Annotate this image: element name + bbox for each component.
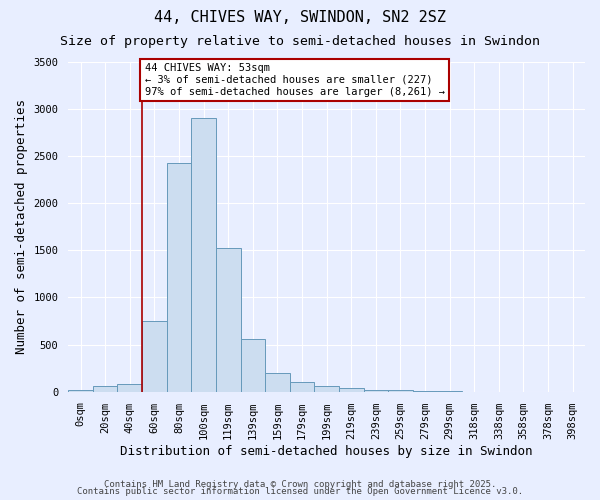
Text: Contains public sector information licensed under the Open Government Licence v3: Contains public sector information licen… (77, 487, 523, 496)
Bar (290, 382, 314, 392)
Bar (216, 248, 241, 392)
Text: 44 CHIVES WAY: 53sqm
← 3% of semi-detached houses are smaller (227)
97% of semi-: 44 CHIVES WAY: 53sqm ← 3% of semi-detach… (145, 64, 445, 96)
Bar (118, 384, 142, 392)
Bar (191, 118, 216, 392)
Bar (93, 386, 118, 392)
Bar (142, 321, 167, 392)
Text: 44, CHIVES WAY, SWINDON, SN2 2SZ: 44, CHIVES WAY, SWINDON, SN2 2SZ (154, 10, 446, 25)
Bar (364, 390, 388, 392)
Bar (241, 340, 265, 392)
Bar (265, 373, 290, 392)
Bar (413, 391, 437, 392)
Bar (339, 388, 364, 392)
X-axis label: Distribution of semi-detached houses by size in Swindon: Distribution of semi-detached houses by … (121, 444, 533, 458)
Text: Contains HM Land Registry data © Crown copyright and database right 2025.: Contains HM Land Registry data © Crown c… (104, 480, 496, 489)
Bar (167, 164, 191, 392)
Text: Size of property relative to semi-detached houses in Swindon: Size of property relative to semi-detach… (60, 35, 540, 48)
Bar (68, 390, 93, 392)
Bar (314, 386, 339, 392)
Y-axis label: Number of semi-detached properties: Number of semi-detached properties (15, 99, 28, 354)
Bar (388, 390, 413, 392)
